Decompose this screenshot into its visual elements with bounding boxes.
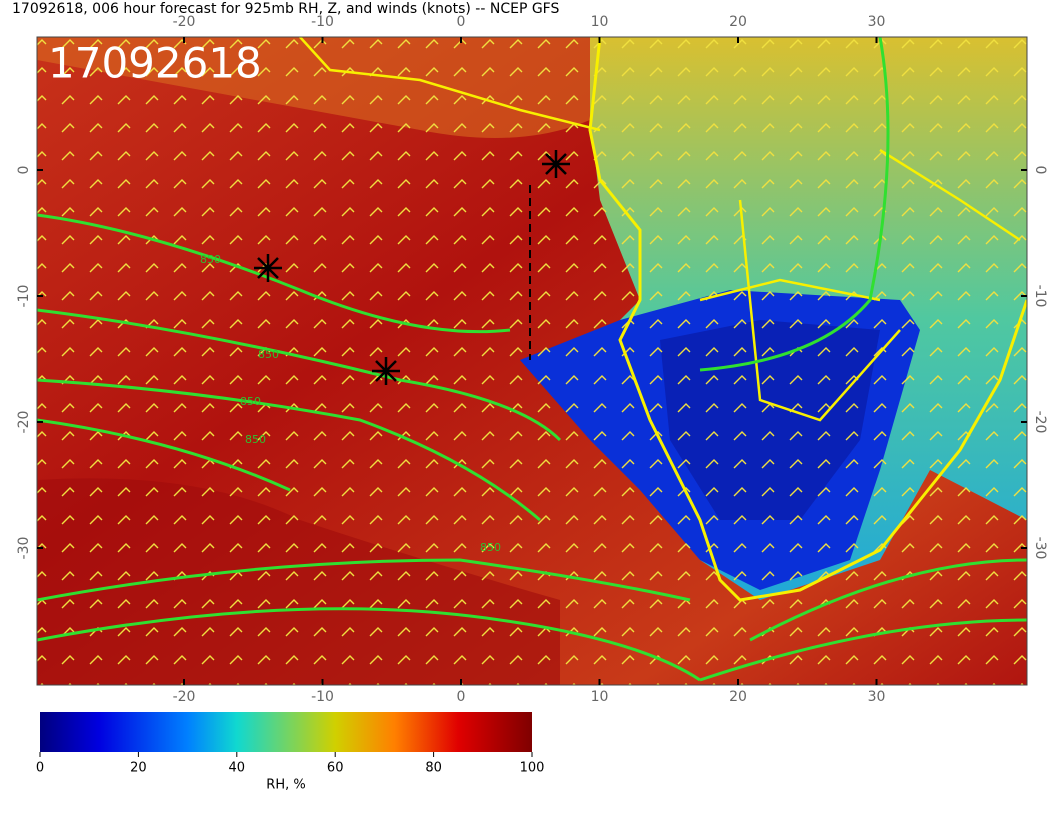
contour-label: 850 <box>200 253 221 266</box>
colorbar-tick-label: 100 <box>520 761 545 776</box>
map <box>37 37 1027 685</box>
lon-label-top: 20 <box>729 14 747 30</box>
colorbar-tick-label: 0 <box>36 761 44 776</box>
lon-label-top: 30 <box>868 14 886 30</box>
lon-label-top: 0 <box>457 14 466 30</box>
lat-label-left: -30 <box>16 537 32 560</box>
lat-label-right: 0 <box>1032 166 1048 175</box>
title: 17092618, 006 hour forecast for 925mb RH… <box>12 1 559 17</box>
map-frame <box>36 36 1028 686</box>
colorbar-tick-label: 60 <box>327 761 344 776</box>
lon-label-bottom: -10 <box>311 689 334 705</box>
contour-label: 850 <box>240 395 261 408</box>
lon-label-bottom: 10 <box>591 689 609 705</box>
colorbar-tick-label: 40 <box>229 761 246 776</box>
lat-label-right: -30 <box>1032 537 1048 560</box>
contour-label: 850 <box>258 348 279 361</box>
colorbar <box>40 712 532 752</box>
colorbar-tick-label: 20 <box>130 761 147 776</box>
lon-label-bottom: 30 <box>868 689 886 705</box>
lat-label-right: -20 <box>1032 411 1048 434</box>
lon-label-bottom: 0 <box>457 689 466 705</box>
lat-label-right: -10 <box>1032 285 1048 308</box>
time-stamp: 17092618 <box>48 39 262 88</box>
contour-label: 850 <box>480 541 501 554</box>
lon-label-bottom: 20 <box>729 689 747 705</box>
contour-label: 850 <box>245 433 266 446</box>
colorbar-tick-label: 80 <box>425 761 442 776</box>
lat-label-left: -10 <box>16 285 32 308</box>
colorbar-label: RH, % <box>266 778 305 793</box>
markers <box>254 150 570 385</box>
lon-label-top: 10 <box>591 14 609 30</box>
lat-label-left: 0 <box>16 166 32 175</box>
lon-label-bottom: -20 <box>173 689 196 705</box>
lon-label-top: -20 <box>173 14 196 30</box>
lat-label-left: -20 <box>16 411 32 434</box>
lon-label-top: -10 <box>311 14 334 30</box>
